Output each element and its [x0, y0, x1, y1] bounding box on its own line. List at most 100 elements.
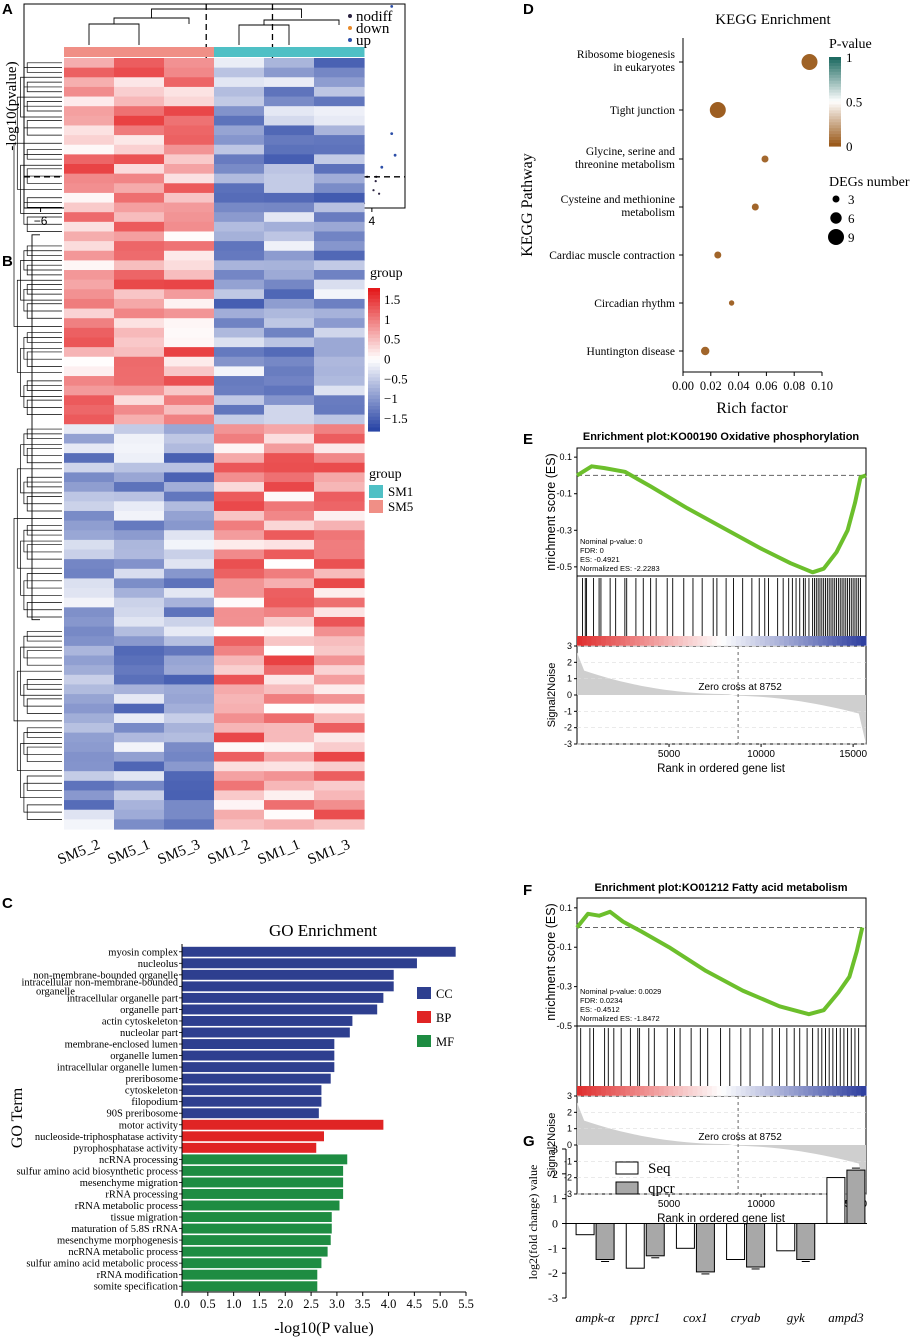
x-tick-label: 0.5: [200, 1297, 216, 1311]
color-scale-step: [368, 355, 380, 361]
heatmap-cell: [264, 289, 315, 300]
go-bar: [182, 1189, 344, 1199]
qpcr-bar: [846, 1169, 866, 1225]
rank-gradient-step: [813, 1086, 819, 1096]
rank-gradient-step: [601, 636, 607, 646]
heatmap-cell: [314, 665, 365, 676]
heatmap-cell: [164, 144, 215, 155]
heatmap-cell: [64, 221, 115, 233]
x-tick-label: 5.5: [458, 1297, 474, 1311]
go-bar: [182, 1016, 353, 1026]
y-axis-label: nrichment score (ES): [544, 903, 558, 1020]
heatmap-cell: [264, 144, 315, 155]
size-legend-label: 9: [848, 230, 855, 245]
heatmap-cell: [314, 510, 365, 522]
heatmap-cell: [164, 732, 215, 743]
heatmap-cell: [164, 135, 215, 146]
heatmap-cell: [214, 568, 265, 580]
legend-swatch: [417, 987, 431, 999]
heatmap-cell: [264, 655, 315, 666]
heatmap-cell: [264, 318, 315, 329]
heatmap-cell: [164, 298, 215, 310]
go-bar: [182, 1246, 328, 1257]
heatmap-cell: [64, 337, 115, 348]
heatmap-cell: [214, 761, 265, 772]
chart-title: GO Enrichment: [269, 921, 377, 940]
up-point: [390, 132, 394, 136]
heatmap-cell: [164, 424, 215, 435]
color-scale-step: [368, 330, 380, 336]
y2-tick-label: 0: [567, 1140, 572, 1150]
heatmap-cell: [164, 771, 215, 782]
y2-tick-label: 3: [567, 1091, 572, 1101]
color-scale-step: [368, 366, 380, 371]
heatmap-cell: [314, 790, 365, 801]
heatmap-cell: [114, 347, 165, 358]
heatmap-cell: [214, 67, 265, 78]
go-bar: [182, 1073, 331, 1084]
group-legend-swatch: [369, 500, 383, 513]
heatmap-cell: [264, 308, 315, 319]
heatmap-cell: [114, 780, 165, 792]
heatmap-cell: [214, 549, 265, 560]
colorbar-step: [829, 77, 841, 82]
heatmap-cell: [64, 491, 115, 502]
x-tick-label: 4: [369, 214, 376, 228]
heatmap-cell: [64, 607, 115, 618]
heatmap-cell: [64, 433, 115, 445]
go-term-label: tissue migration: [111, 1213, 179, 1224]
heatmap-cell: [114, 800, 165, 811]
legend-label: MF: [436, 1035, 454, 1049]
scale-title: group: [370, 266, 403, 281]
heatmap-cell: [114, 144, 165, 155]
heatmap-cell: [314, 588, 365, 599]
heatmap-cell: [314, 491, 365, 502]
heatmap-cell: [114, 58, 165, 69]
heatmap-cell: [114, 414, 165, 425]
heatmap-cell: [264, 356, 315, 367]
heatmap-cell: [164, 318, 215, 329]
go-bar: [182, 981, 394, 992]
heatmap-cell: [214, 703, 265, 714]
rank-gradient-step: [615, 1086, 621, 1096]
size-legend-marker: [828, 229, 844, 245]
x-tick-label: 0.0: [174, 1297, 190, 1311]
heatmap-cell: [64, 356, 115, 367]
y-tick-label: -3: [548, 1291, 558, 1305]
heatmap-cell: [314, 559, 365, 570]
heatmap-cell: [114, 578, 165, 589]
legend-label: CC: [436, 987, 453, 1001]
heatmap-cell: [114, 790, 165, 801]
rank-gradient-step: [702, 1086, 708, 1096]
rank-gradient-step: [596, 636, 602, 646]
heatmap-cell: [314, 520, 365, 531]
rank-gradient-step: [707, 1086, 713, 1096]
heatmap-cell: [314, 684, 365, 695]
rank-gradient-step: [721, 1086, 727, 1096]
rank-gradient-step: [750, 636, 756, 646]
rank-gradient-step: [779, 636, 785, 646]
gsea-stat: FDR: 0.0234: [580, 996, 623, 1005]
heatmap-cell: [64, 771, 115, 782]
go-term-label: preribosome: [126, 1074, 179, 1085]
heatmap-cell: [164, 327, 215, 339]
heatmap-cell: [314, 655, 365, 666]
heatmap-cell: [214, 308, 265, 319]
heatmap-cell: [314, 192, 365, 204]
heatmap-cell: [164, 588, 215, 599]
legend-marker: [348, 14, 352, 18]
qpcr-bar: [645, 1223, 665, 1257]
heatmap-cell: [64, 761, 115, 772]
heatmap-cell: [114, 250, 165, 261]
x-tick-label: 3.5: [355, 1297, 371, 1311]
rank-gradient-step: [740, 1086, 747, 1096]
panel-label-b: B: [2, 253, 13, 270]
x-tick-label: 1.5: [252, 1297, 268, 1311]
heatmap-cell: [264, 347, 315, 358]
colorbar-step: [829, 110, 841, 114]
heatmap-cell: [264, 780, 315, 792]
heatmap-cell: [164, 482, 215, 493]
color-scale-step: [368, 345, 380, 350]
heatmap-cell: [264, 376, 315, 387]
